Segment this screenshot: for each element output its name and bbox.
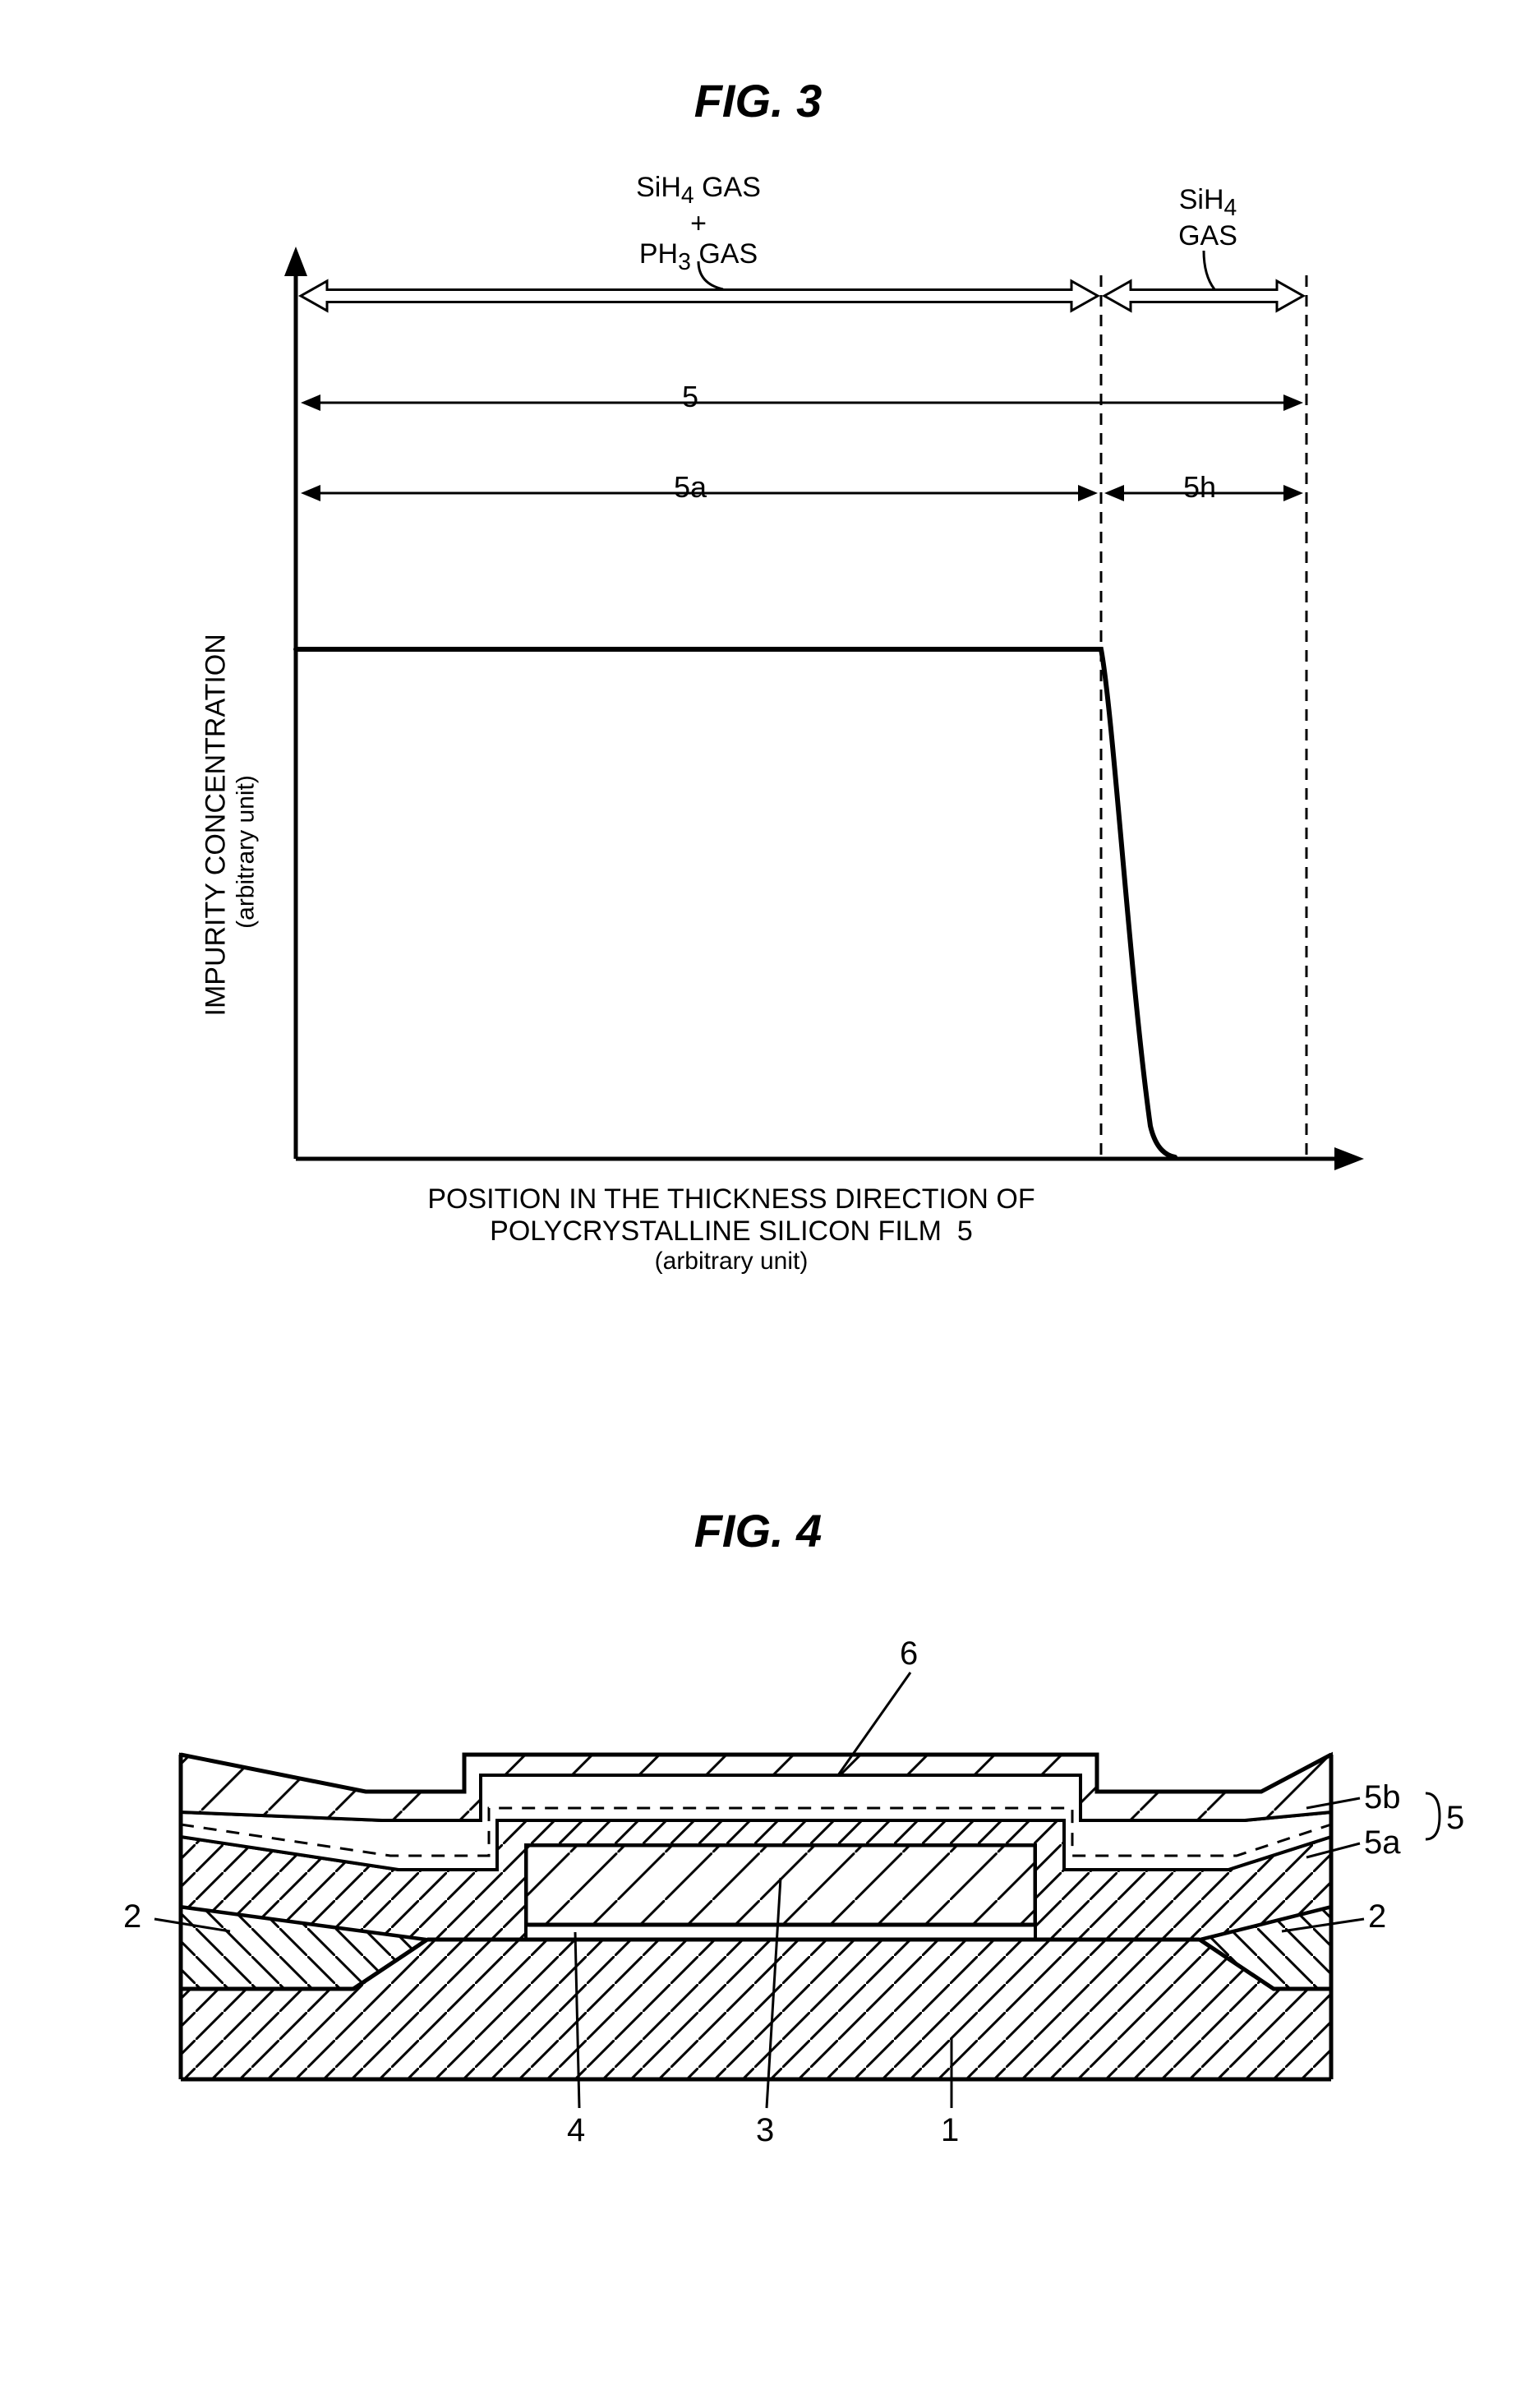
fig4-label-6: 6 xyxy=(900,1635,918,1672)
fig4-label-3: 3 xyxy=(756,2112,774,2149)
fig4-label-2-right: 2 xyxy=(1368,1898,1386,1935)
fig4-label-5: 5 xyxy=(1446,1800,1464,1837)
fig4-label-5b: 5b xyxy=(1364,1779,1401,1816)
fig4-label-4: 4 xyxy=(567,2112,585,2149)
fig4-cross-section xyxy=(0,0,1516,2404)
fig4-label-5a: 5a xyxy=(1364,1824,1401,1861)
fig4-label-1: 1 xyxy=(941,2112,959,2149)
fig4-label-2-left: 2 xyxy=(123,1898,141,1935)
